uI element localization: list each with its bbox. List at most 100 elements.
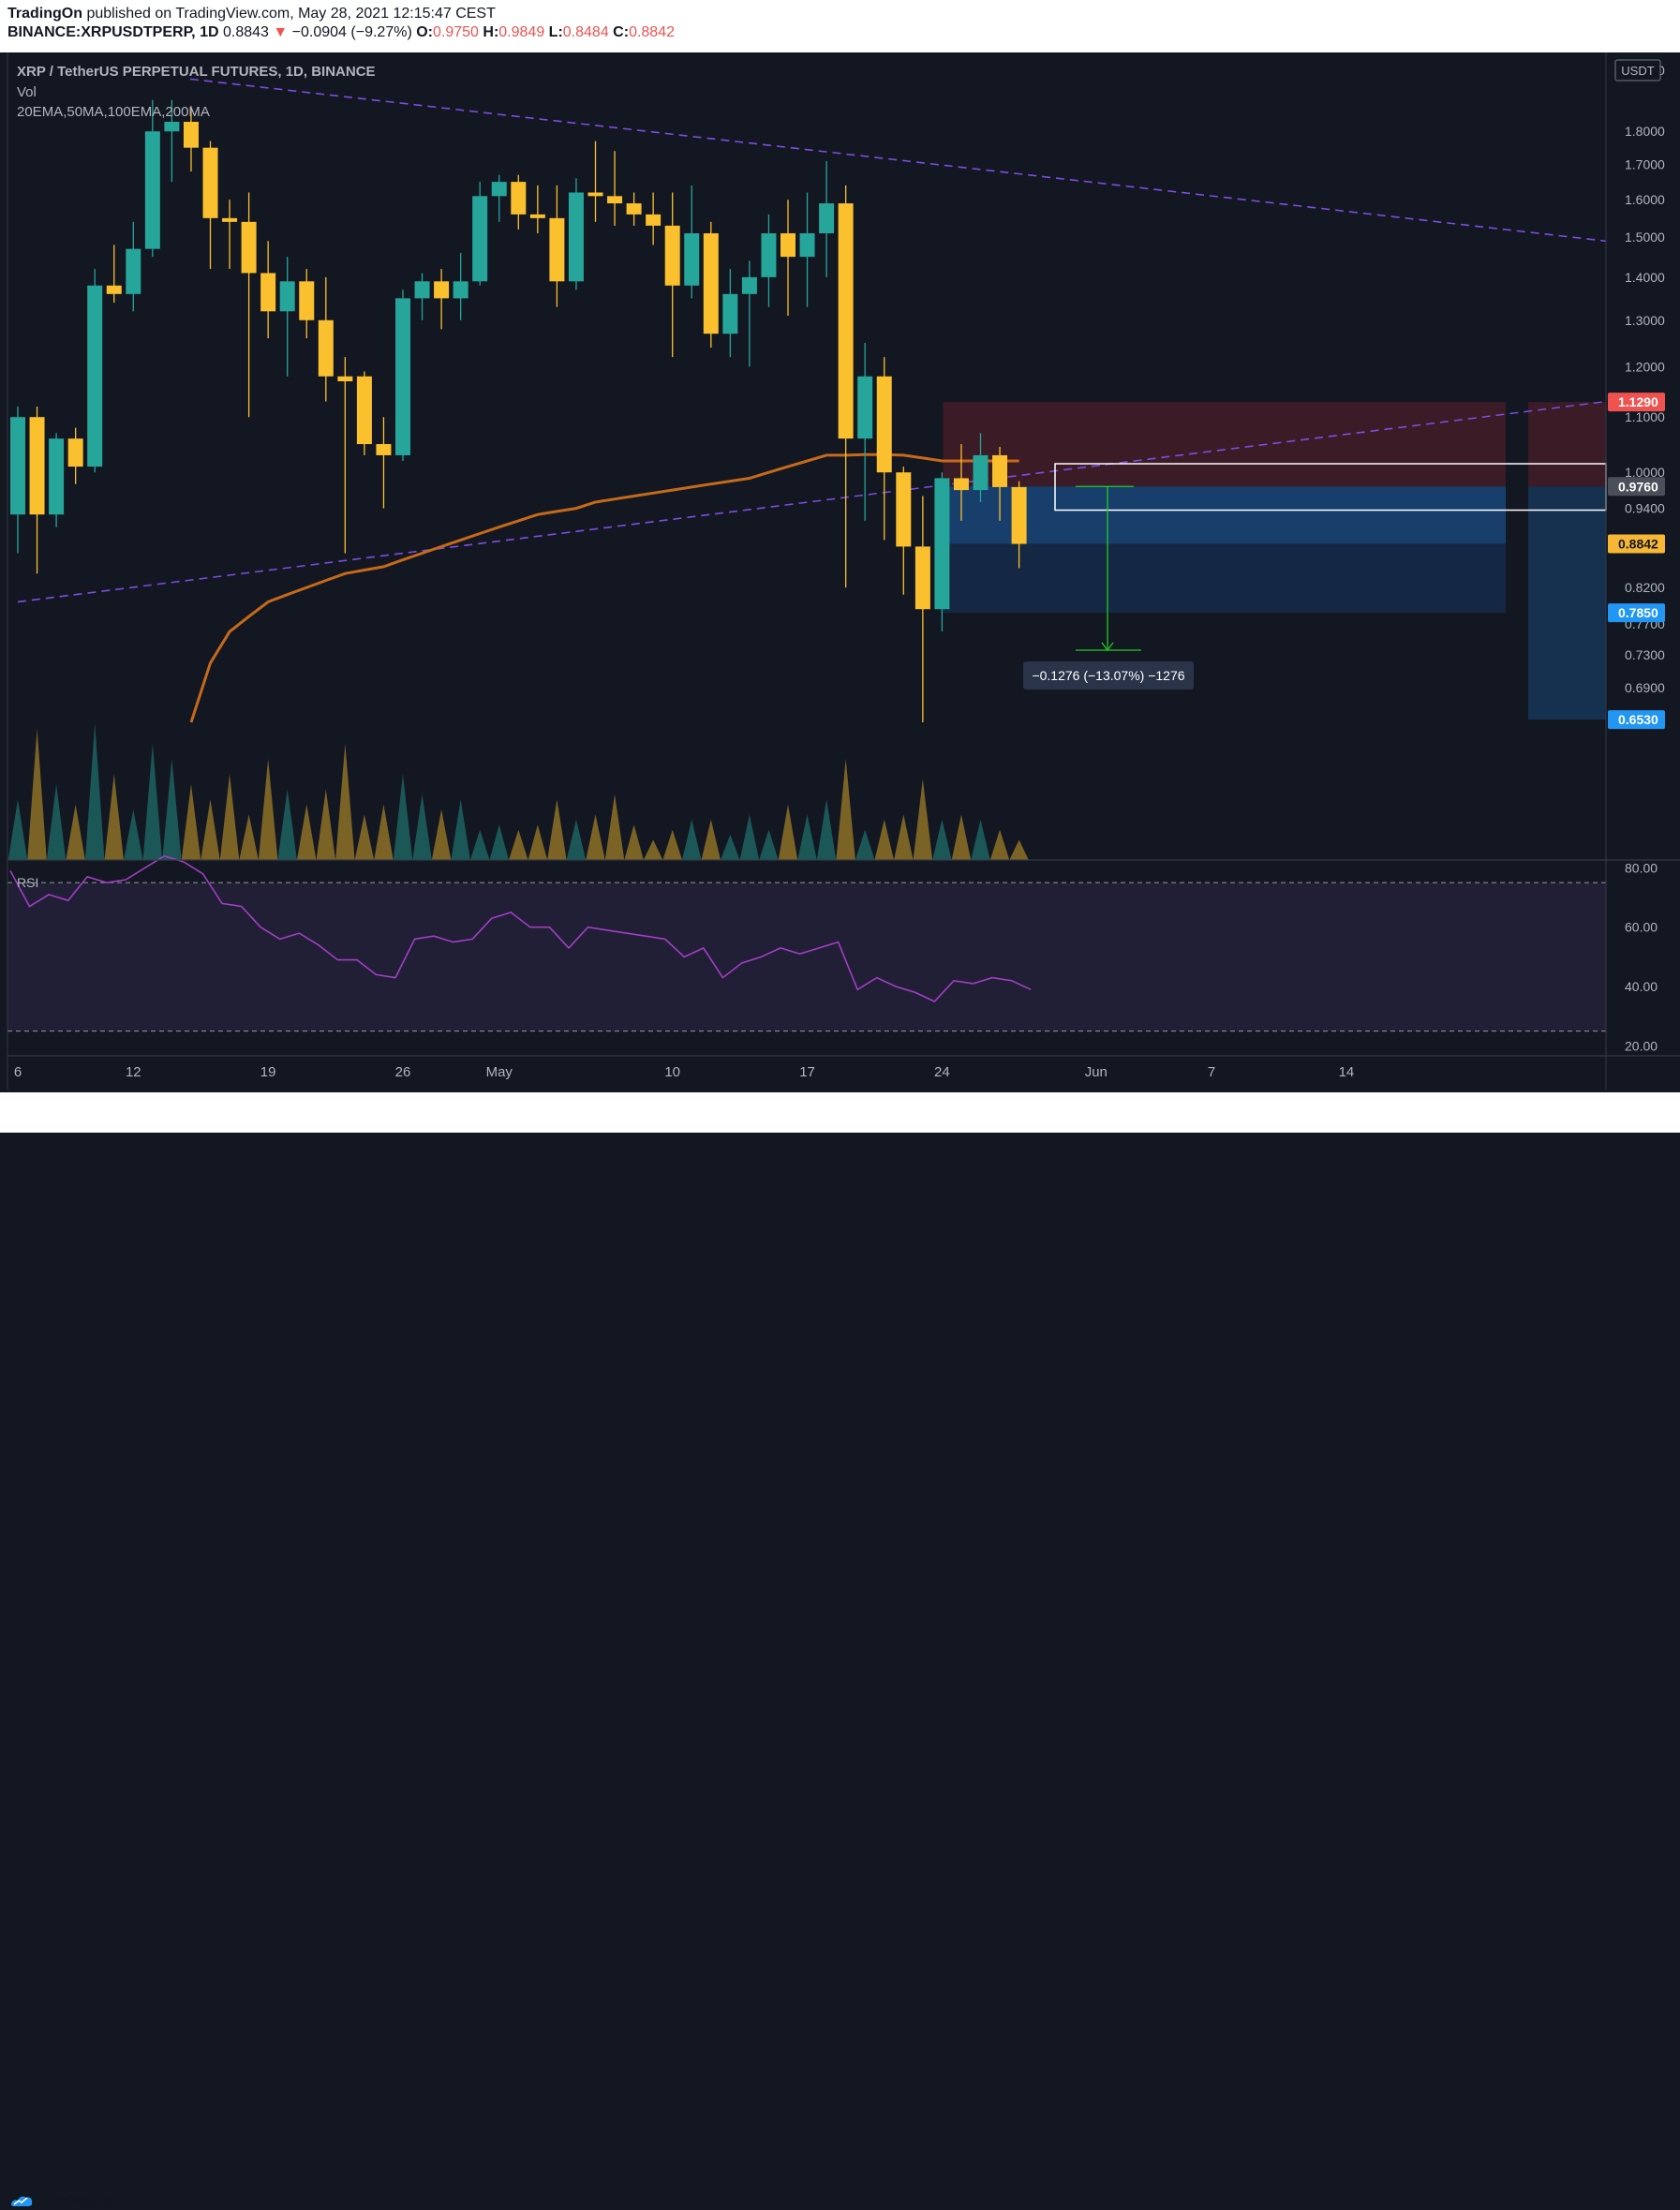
candle-body xyxy=(453,281,468,299)
volume-bar xyxy=(971,819,990,860)
volume-bar xyxy=(721,835,740,860)
candle xyxy=(607,151,623,226)
candle-body xyxy=(876,376,892,473)
measure-label: −0.1276 (−13.07%) −1276 xyxy=(1032,668,1184,683)
candle-body xyxy=(934,478,950,610)
publication-line: TradingOn published on TradingView.com, … xyxy=(7,6,496,22)
position-zones xyxy=(943,402,1606,720)
price-tag-entry xyxy=(1608,477,1665,497)
low-label: L: xyxy=(548,24,563,40)
candle xyxy=(646,192,662,245)
candle xyxy=(67,427,83,484)
candle-body xyxy=(626,203,642,215)
open-value: 0.9750 xyxy=(433,24,479,40)
upper-trendline xyxy=(189,78,1607,243)
down-arrow-icon: ▼ xyxy=(273,24,289,40)
candle-body xyxy=(299,281,315,320)
symbol-ohlc-line: BINANCE:XRPUSDTPERP, 1D 0.8843 ▼ −0.0904… xyxy=(7,24,675,41)
candle-body xyxy=(491,182,507,197)
candle-body xyxy=(67,438,83,467)
y-tick-label: 1.4000 xyxy=(1625,270,1665,285)
x-tick-label: 17 xyxy=(799,1064,815,1080)
volume-bar xyxy=(277,789,297,860)
candle-body xyxy=(337,376,353,382)
candle xyxy=(434,269,450,330)
candle-body xyxy=(126,248,141,294)
candle-body xyxy=(684,233,700,286)
candle-body xyxy=(241,221,257,274)
high-value: 0.9849 xyxy=(498,24,545,40)
y-tick-label: 1.3000 xyxy=(1625,313,1665,328)
y-tick-label: 1.2000 xyxy=(1625,359,1665,374)
candle-body xyxy=(356,376,372,445)
price-tag-second-target xyxy=(1608,710,1665,730)
volume-bar xyxy=(604,794,625,860)
volume-bar xyxy=(201,799,220,860)
chart-title: XRP / TetherUS PERPETUAL FUTURES, 1D, BI… xyxy=(17,64,376,80)
candle xyxy=(164,99,180,183)
profit-zone-reached xyxy=(943,486,1506,544)
author-name[interactable]: TradingOn xyxy=(7,6,82,22)
candle-body xyxy=(703,233,719,334)
x-tick-label: 19 xyxy=(260,1064,276,1080)
volume-bar xyxy=(566,819,587,860)
candle xyxy=(511,174,527,230)
candle xyxy=(973,433,989,502)
rsi-tick-label: 40.00 xyxy=(1625,979,1658,994)
volume-bar xyxy=(681,819,702,860)
candle xyxy=(87,269,103,473)
candle xyxy=(799,192,815,307)
candle-body xyxy=(646,214,662,226)
volume-bar xyxy=(7,799,28,860)
low-value: 0.8484 xyxy=(562,24,609,40)
candle xyxy=(876,357,892,541)
stop-loss-zone xyxy=(943,402,1506,487)
candle xyxy=(106,245,122,303)
volume-bar xyxy=(951,814,972,860)
candle-body xyxy=(896,472,912,547)
candle-body xyxy=(434,281,450,299)
candle xyxy=(896,467,912,595)
candle xyxy=(722,269,738,358)
volume-bar xyxy=(662,829,682,860)
candle xyxy=(202,141,218,270)
candle xyxy=(664,192,680,358)
volume-bar xyxy=(27,728,47,860)
candle xyxy=(376,417,392,509)
candle xyxy=(819,161,835,277)
candle xyxy=(568,178,584,290)
volume-bar xyxy=(874,819,895,860)
currency-label: USDT xyxy=(1621,64,1654,78)
volume-bar xyxy=(219,774,240,860)
candle xyxy=(29,407,45,574)
volume-bar xyxy=(624,824,644,860)
volume-bar xyxy=(84,723,105,860)
symbol-name: BINANCE:XRPUSDTPERP, 1D xyxy=(7,24,219,40)
brand[interactable]: TradingView xyxy=(9,2191,127,2210)
candle xyxy=(914,496,930,722)
x-tick-label: May xyxy=(486,1064,513,1080)
volume-bars xyxy=(7,723,1029,860)
candle-body xyxy=(511,182,527,215)
candle-body xyxy=(761,233,777,277)
candle xyxy=(741,260,757,367)
y-tick-label: 0.6900 xyxy=(1625,680,1665,695)
volume-bar xyxy=(451,799,470,860)
volume-bar xyxy=(258,759,278,860)
volume-bar xyxy=(104,774,125,860)
candle xyxy=(838,185,854,588)
high-label: H: xyxy=(483,24,499,40)
volume-bar xyxy=(469,829,490,860)
candle-body xyxy=(973,454,989,491)
volume-bar xyxy=(374,804,394,860)
candle-body xyxy=(992,454,1008,487)
candle xyxy=(491,174,507,222)
candle xyxy=(241,192,257,418)
price-change: −0.0904 (−9.27%) xyxy=(291,24,412,40)
candle-body xyxy=(549,217,565,282)
candle-body xyxy=(819,203,835,234)
candle-body xyxy=(1011,486,1027,544)
chart-canvas[interactable]: −0.1276 (−13.07%) −1276 RSI 2.00001.8000… xyxy=(0,0,1680,1133)
price-tag-label: 0.7850 xyxy=(1618,605,1658,620)
rsi-label: RSI xyxy=(17,875,38,890)
